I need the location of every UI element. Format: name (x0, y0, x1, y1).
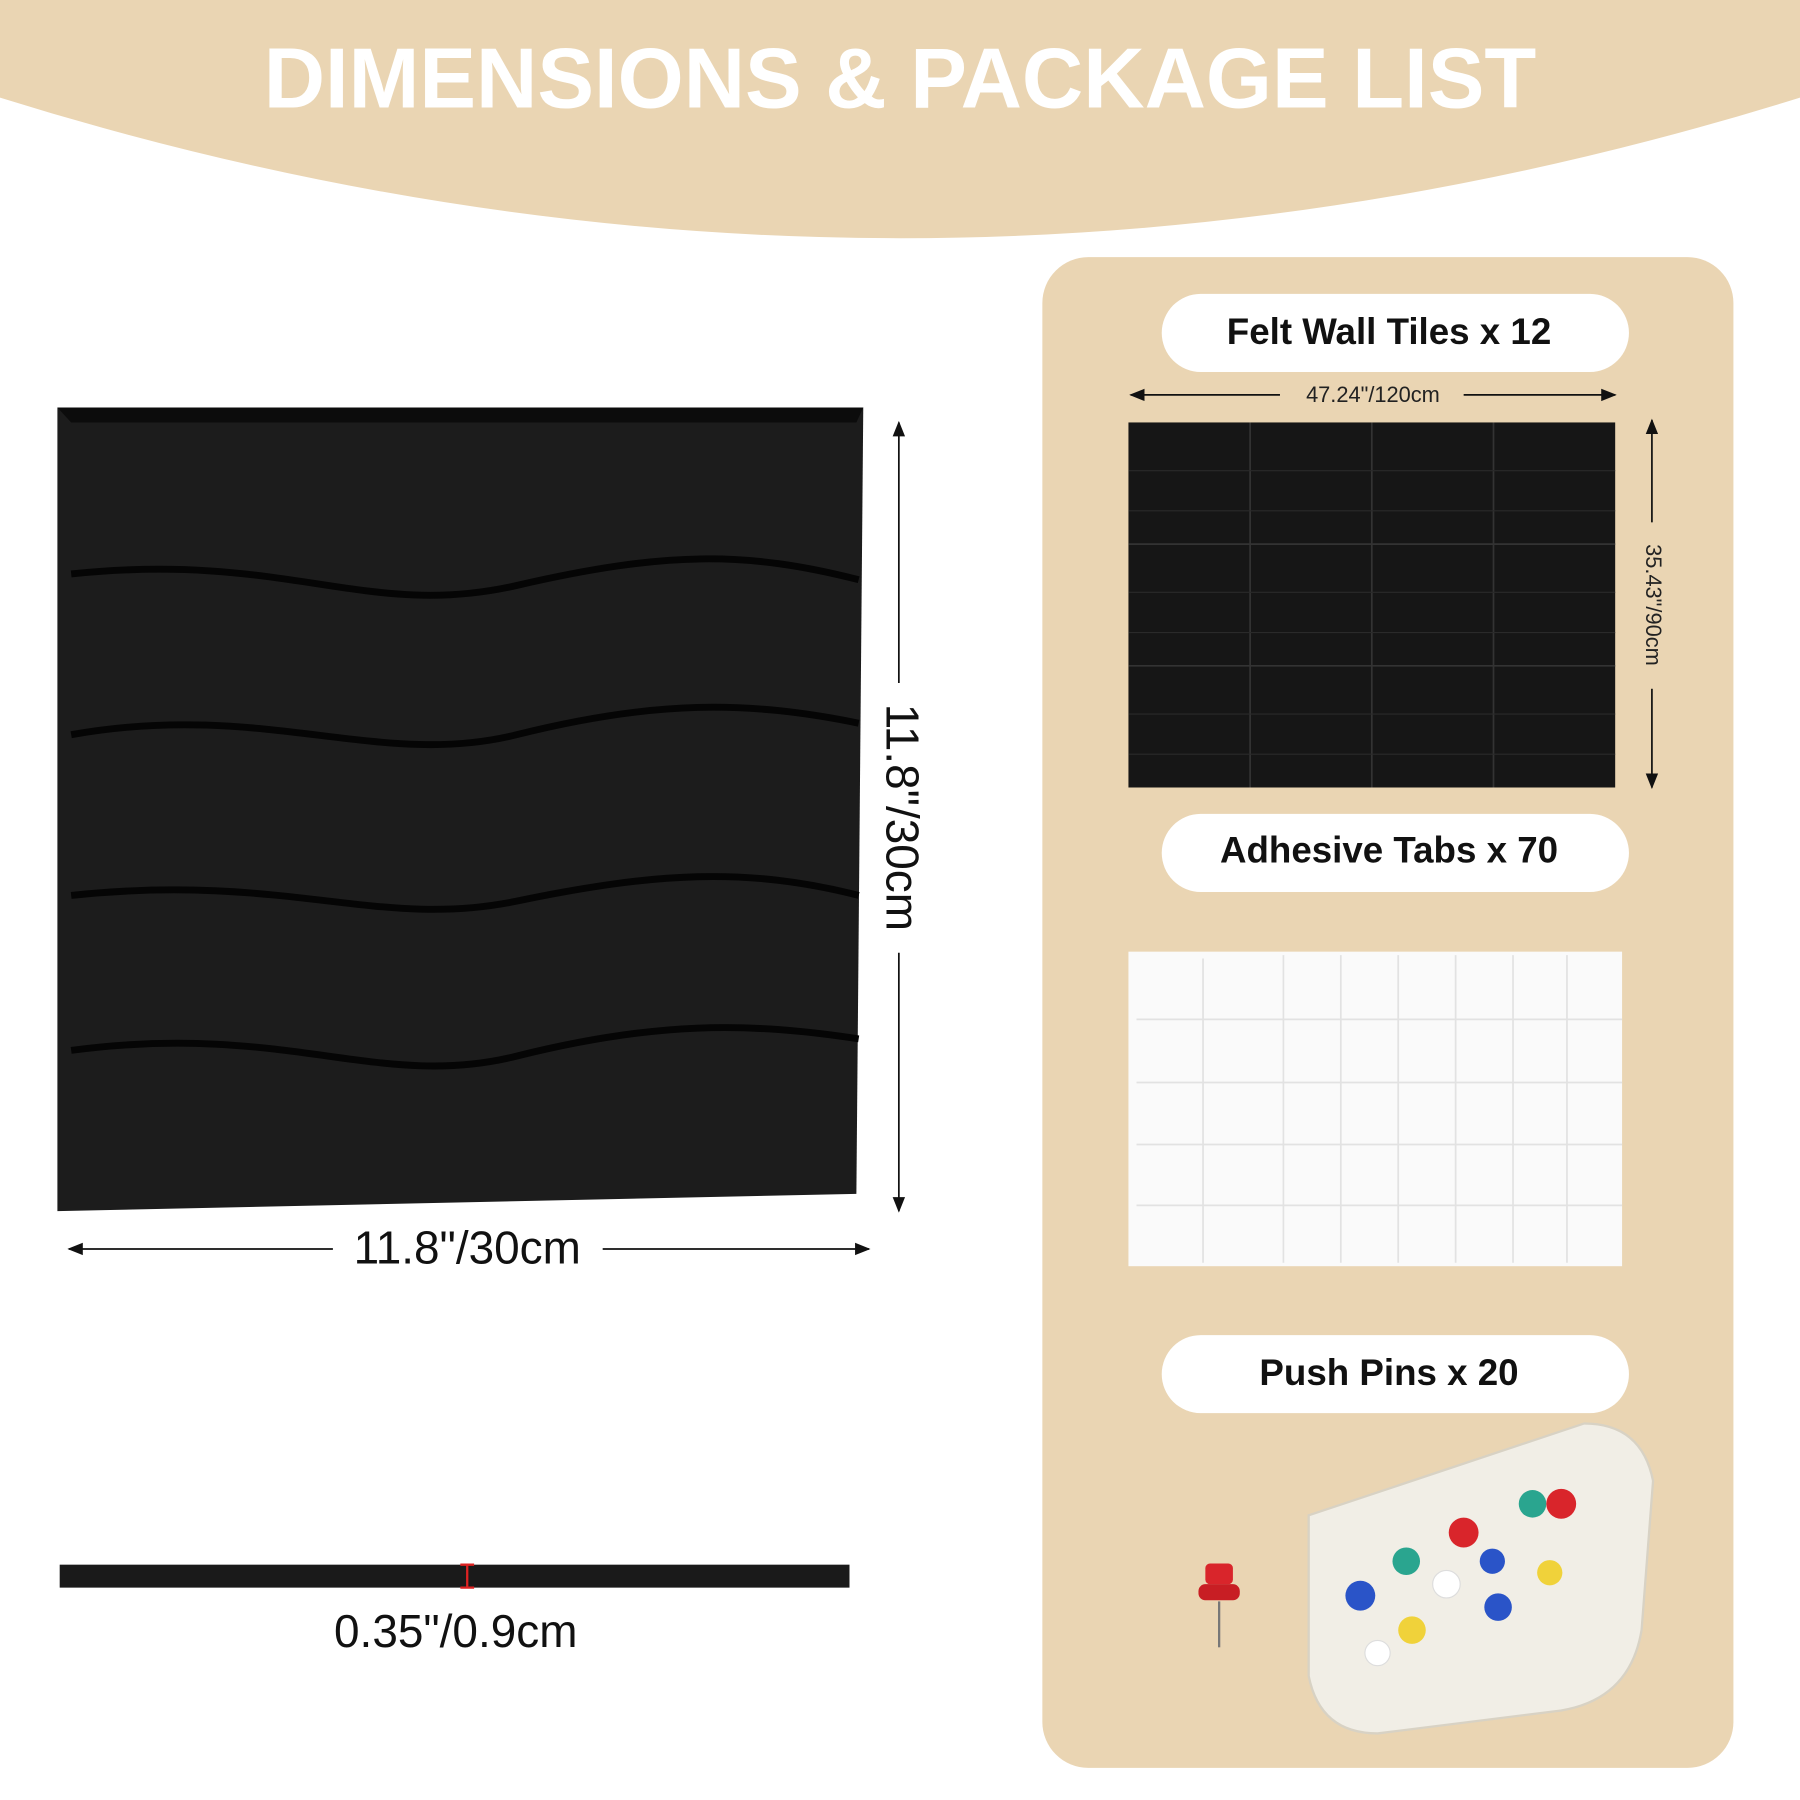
item-label: Push Pins x 20 (1259, 1352, 1518, 1393)
adhesive-tabs (1128, 951, 1623, 1267)
thickness-marker (460, 1563, 475, 1589)
tiles-height-label: 35.43"/90cm (1641, 544, 1666, 666)
tile-grid (1128, 422, 1616, 788)
item-pill (1161, 1335, 1629, 1414)
item-label: Adhesive Tabs x 70 (1220, 830, 1558, 871)
header-band (0, 0, 1800, 239)
tiles-width-label: 47.24"/120cm (1306, 382, 1440, 407)
item-pill (1161, 813, 1629, 892)
title: DIMENSIONS & PACKAGE LIST (264, 30, 1537, 125)
felt-tile (57, 407, 864, 1212)
tile-edge (59, 1564, 850, 1588)
width-label: 11.8"/30cm (354, 1221, 581, 1273)
height-label: 11.8"/30cm (877, 704, 929, 931)
item-pill (1161, 293, 1629, 372)
item-label: Felt Wall Tiles x 12 (1227, 311, 1551, 352)
thickness-label: 0.35"/0.9cm (334, 1605, 577, 1657)
push-pins (1198, 1422, 1655, 1735)
